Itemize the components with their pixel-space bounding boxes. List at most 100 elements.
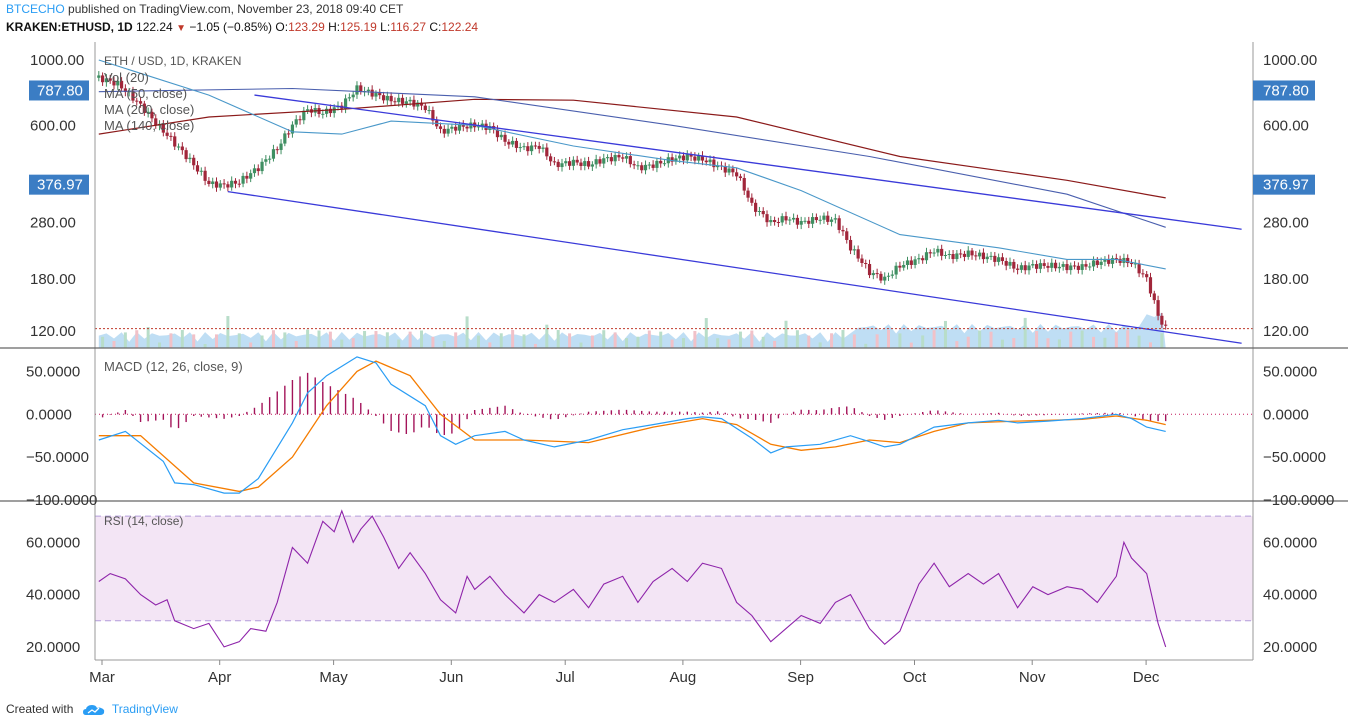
- candle: [1057, 266, 1061, 269]
- candle: [837, 218, 841, 230]
- candle: [754, 202, 758, 212]
- candle: [169, 135, 173, 137]
- candle: [1091, 260, 1096, 267]
- candle: [647, 164, 651, 166]
- volume-bar: [989, 331, 993, 348]
- candle: [940, 248, 944, 256]
- volume-bar: [260, 335, 264, 348]
- price-tag-right-label: 787.80: [1263, 82, 1309, 99]
- publisher-line: BTCECHO published on TradingView.com, No…: [6, 2, 403, 16]
- candle: [480, 123, 484, 127]
- candle: [507, 141, 511, 145]
- candle: [188, 157, 192, 160]
- candle: [674, 158, 678, 162]
- volume-bar: [511, 330, 515, 348]
- candle: [997, 257, 1001, 262]
- candle: [416, 102, 420, 107]
- candle: [750, 197, 754, 203]
- candle: [761, 210, 765, 215]
- candle: [146, 111, 150, 113]
- candle: [279, 143, 283, 150]
- candle: [404, 101, 408, 104]
- volume-bar: [1092, 336, 1096, 348]
- price-tick-label-left: 600.00: [30, 117, 76, 134]
- candle: [833, 218, 837, 220]
- candle: [609, 157, 613, 162]
- candle: [104, 78, 108, 83]
- candle: [249, 173, 253, 179]
- candle: [526, 146, 530, 152]
- candle: [355, 85, 359, 95]
- candle: [1137, 263, 1141, 274]
- volume-bar: [818, 342, 822, 348]
- candle: [1004, 261, 1008, 266]
- volume-bar: [864, 343, 868, 348]
- candle: [583, 161, 587, 167]
- macd-tick-label-right: 0.0000: [1263, 406, 1309, 423]
- candle: [347, 97, 351, 99]
- candle: [1095, 260, 1099, 265]
- volume-bar: [716, 338, 720, 348]
- candle: [495, 129, 500, 138]
- candle: [1118, 258, 1122, 263]
- candle: [890, 274, 894, 276]
- volume-bar: [249, 342, 253, 348]
- price-tick-label-left: 280.00: [30, 215, 76, 232]
- volume-bar: [306, 329, 310, 348]
- candle: [807, 220, 811, 224]
- candle: [1129, 263, 1134, 265]
- volume-bar: [351, 338, 355, 348]
- candle: [791, 217, 796, 220]
- candle: [955, 253, 959, 260]
- macd-pane[interactable]: MACD (12, 26, close, 9): [95, 356, 1253, 494]
- volume-bar: [499, 333, 503, 348]
- volume-bar: [271, 330, 275, 348]
- publisher-name[interactable]: BTCECHO: [6, 2, 65, 16]
- candle: [1099, 261, 1103, 265]
- volume-bar: [852, 334, 856, 348]
- volume-bar: [214, 334, 218, 348]
- volume-bar: [830, 333, 834, 348]
- candle: [533, 145, 538, 147]
- tradingview-cloud-icon: [82, 704, 104, 715]
- candle: [560, 163, 564, 168]
- candle: [211, 181, 215, 185]
- volume-bar: [943, 320, 947, 348]
- candle: [613, 155, 617, 162]
- price-tag-left: [29, 174, 89, 195]
- volume-bar: [613, 332, 617, 348]
- price-pane[interactable]: ETH / USD, 1D, KRAKEN Vol (20)MA (50, clo…: [95, 54, 1253, 344]
- candle: [306, 109, 310, 111]
- candle: [1061, 264, 1065, 267]
- candle: [283, 133, 287, 144]
- tradingview-link[interactable]: TradingView: [111, 702, 178, 716]
- rsi-tick-label-right: 40.0000: [1263, 587, 1317, 604]
- volume-bar: [773, 340, 777, 348]
- volume-bar: [203, 343, 207, 348]
- candle: [275, 149, 279, 151]
- volume-bar: [226, 316, 230, 348]
- candle: [1148, 277, 1153, 294]
- volume-bar: [328, 331, 332, 348]
- volume-bar: [545, 324, 549, 348]
- rsi-pane[interactable]: RSI (14, close): [95, 509, 1253, 648]
- candle: [549, 156, 553, 162]
- chart-canvas[interactable]: ETH / USD, 1D, KRAKEN Vol (20)MA (50, clo…: [0, 0, 1348, 700]
- candle: [617, 155, 621, 158]
- volume-bar: [158, 342, 162, 348]
- candle: [640, 165, 644, 171]
- high-label: H:: [328, 20, 341, 34]
- volume-bar: [180, 330, 184, 348]
- volume-bar: [1126, 330, 1130, 348]
- candle: [1023, 265, 1027, 271]
- volume-bar: [887, 330, 891, 348]
- candle: [131, 91, 135, 101]
- candle: [879, 273, 883, 281]
- candle: [325, 108, 329, 114]
- candle: [161, 123, 165, 133]
- candle: [1084, 264, 1088, 267]
- candle: [693, 156, 697, 161]
- candle: [848, 239, 853, 251]
- candle: [959, 253, 963, 255]
- macd-tick-label-right: −50.0000: [1263, 449, 1326, 466]
